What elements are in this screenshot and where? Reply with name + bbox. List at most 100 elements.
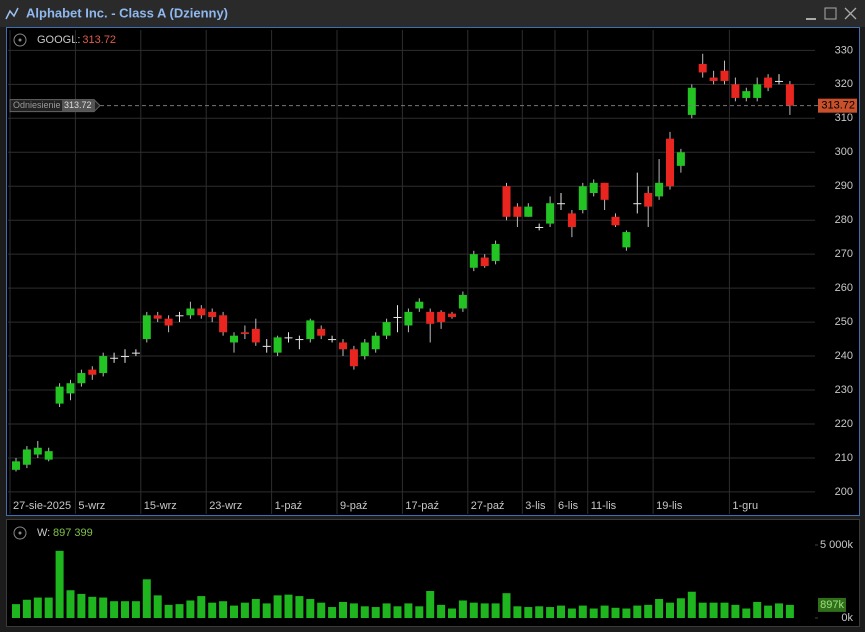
candle-body bbox=[622, 232, 631, 248]
candle-body bbox=[687, 87, 696, 115]
candle-body bbox=[153, 315, 162, 319]
candle-body bbox=[655, 182, 664, 197]
volume-bar bbox=[110, 601, 119, 618]
candle-body bbox=[546, 203, 555, 224]
volume-bar bbox=[709, 602, 718, 618]
volume-bar bbox=[458, 600, 467, 618]
x-tick-label: 15-wrz bbox=[144, 500, 177, 512]
volume-bar bbox=[66, 590, 75, 618]
candle-body bbox=[33, 447, 42, 455]
title-bar bbox=[0, 0, 865, 27]
candle-body bbox=[186, 308, 195, 316]
volume-bar bbox=[557, 605, 565, 618]
volume-bar bbox=[753, 601, 762, 618]
volume-bar bbox=[415, 606, 424, 618]
y-tick-label: 210 bbox=[835, 452, 853, 464]
candle-body bbox=[633, 203, 642, 205]
price-badge-label: 313.72 bbox=[821, 100, 855, 112]
maximize-button[interactable] bbox=[824, 7, 837, 20]
candle-body bbox=[437, 311, 446, 323]
last-price: 313.72 bbox=[82, 34, 116, 46]
volume-bar bbox=[666, 602, 674, 618]
volume-bar bbox=[502, 593, 511, 618]
y-tick-label: 0k bbox=[841, 612, 853, 624]
volume-bar bbox=[12, 604, 20, 618]
candle-body bbox=[469, 254, 478, 268]
volume-bar bbox=[175, 604, 184, 618]
candle-body bbox=[22, 449, 31, 465]
volume-bar bbox=[622, 608, 631, 618]
candle-body bbox=[502, 186, 511, 217]
volume-bar bbox=[731, 604, 740, 618]
volume-bar bbox=[578, 605, 587, 618]
volume-bar bbox=[208, 602, 217, 618]
candle-body bbox=[99, 356, 108, 374]
panel-icon[interactable] bbox=[13, 33, 27, 47]
candle-body bbox=[589, 182, 598, 194]
candle-body bbox=[709, 77, 718, 81]
candle-body bbox=[66, 383, 75, 394]
volume-bar bbox=[775, 603, 783, 618]
volume-bar bbox=[273, 595, 282, 618]
volume-bar bbox=[306, 599, 315, 618]
volume-badge bbox=[818, 597, 846, 612]
candle-body bbox=[284, 337, 293, 339]
volume-bar bbox=[404, 603, 413, 618]
volume-bar bbox=[448, 608, 456, 618]
candle-body bbox=[251, 328, 260, 343]
volume-bar bbox=[720, 602, 729, 618]
volume-bar bbox=[644, 604, 653, 618]
x-tick-label: 27-paź bbox=[471, 500, 505, 512]
x-tick-label: 9-paź bbox=[340, 500, 368, 512]
volume-bar bbox=[655, 599, 664, 618]
panel-icon[interactable] bbox=[13, 526, 27, 540]
candle-body bbox=[666, 138, 674, 187]
reference-value: 313.72 bbox=[64, 100, 92, 110]
x-tick-label: 17-paź bbox=[405, 500, 439, 512]
candle-body bbox=[557, 203, 565, 205]
volume-bar bbox=[99, 597, 108, 618]
y-tick-label: 280 bbox=[835, 214, 853, 226]
y-tick-label: 220 bbox=[835, 418, 853, 430]
y-tick-label: 320 bbox=[835, 78, 853, 90]
candle-body bbox=[448, 313, 456, 317]
reference-value-bg bbox=[62, 100, 95, 112]
volume-bar bbox=[687, 591, 696, 618]
candle-body bbox=[644, 193, 653, 207]
y-tick-label: 240 bbox=[835, 350, 853, 362]
volume-bar bbox=[633, 605, 642, 618]
volume-bar bbox=[230, 605, 238, 618]
volume-bar bbox=[698, 602, 707, 618]
candle-body bbox=[753, 84, 762, 98]
volume-bar bbox=[251, 599, 260, 618]
candle-body bbox=[339, 342, 347, 350]
volume-bar bbox=[121, 601, 129, 618]
volume-bar bbox=[55, 550, 64, 618]
volume-bar bbox=[589, 608, 598, 618]
candle-body bbox=[480, 257, 489, 267]
volume-bar bbox=[567, 608, 576, 618]
volume-bar bbox=[317, 602, 326, 618]
volume-bar bbox=[393, 606, 402, 618]
volume-bar bbox=[153, 595, 162, 618]
window-title: Alphabet Inc. - Class A (Dzienny) bbox=[26, 5, 228, 20]
candle-body bbox=[458, 294, 467, 309]
volume-bar bbox=[513, 606, 522, 618]
volume-bar bbox=[785, 604, 794, 618]
y-tick-label: 290 bbox=[835, 180, 853, 192]
volume-bar bbox=[469, 602, 478, 618]
app-icon bbox=[5, 7, 19, 20]
volume-bar bbox=[764, 605, 773, 618]
volume-bar bbox=[142, 579, 151, 618]
candle-body bbox=[208, 311, 217, 317]
reference-label: Odniesienie bbox=[13, 100, 61, 110]
volume-bar bbox=[437, 604, 446, 618]
candle-body bbox=[197, 308, 206, 316]
candle-body bbox=[731, 84, 740, 98]
candle-body bbox=[742, 91, 751, 98]
candle-body bbox=[382, 322, 391, 336]
candle-body bbox=[295, 339, 304, 341]
x-tick-label: 3-lis bbox=[525, 500, 546, 512]
close-button[interactable] bbox=[844, 7, 857, 20]
candle-body bbox=[676, 152, 685, 166]
